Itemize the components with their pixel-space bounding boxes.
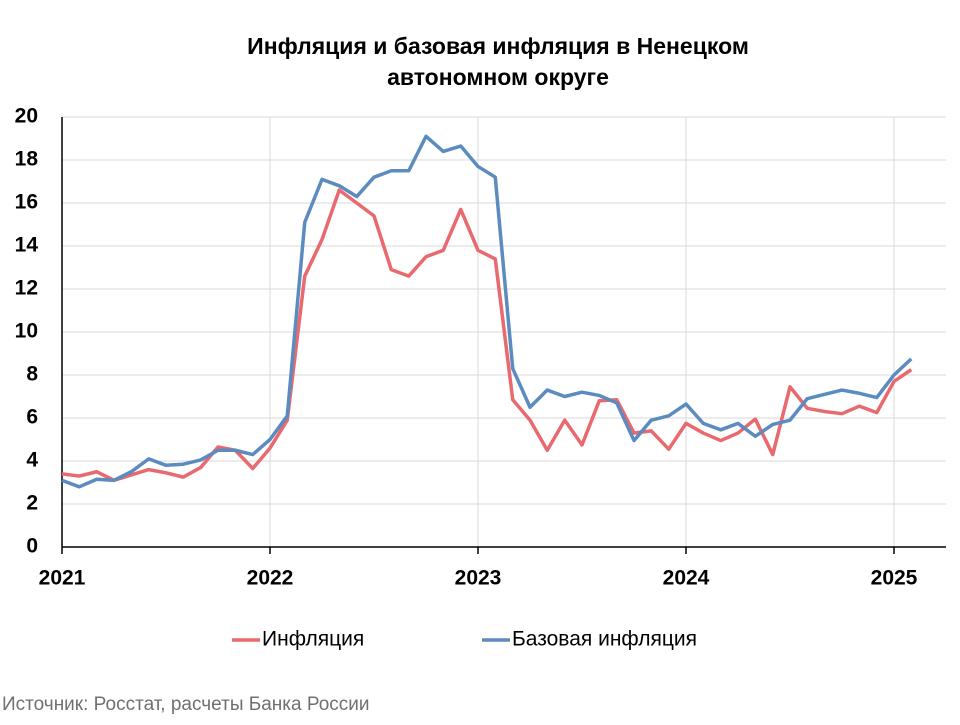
y-tick-label: 0 bbox=[26, 535, 38, 558]
legend-label: Инфляция bbox=[262, 628, 364, 651]
x-tick-label: 2024 bbox=[663, 567, 710, 590]
source-note: Источник: Росстат, расчеты Банка России bbox=[2, 694, 370, 715]
y-tick-label: 8 bbox=[26, 363, 38, 386]
x-tick-label: 2022 bbox=[247, 567, 294, 590]
x-tick-label: 2025 bbox=[871, 567, 918, 590]
legend-label: Базовая инфляция bbox=[512, 628, 697, 651]
y-tick-label: 14 bbox=[15, 234, 39, 257]
y-tick-label: 6 bbox=[26, 406, 38, 429]
x-tick-label: 2021 bbox=[39, 567, 86, 590]
y-tick-label: 12 bbox=[15, 277, 38, 300]
chart-title: Инфляция и базовая инфляция в Ненецком ав… bbox=[247, 33, 749, 90]
y-tick-label: 18 bbox=[15, 148, 39, 171]
data-line bbox=[61, 134, 913, 489]
y-tick-label: 20 bbox=[15, 105, 38, 128]
y-tick-label: 4 bbox=[26, 449, 38, 472]
y-tick-label: 16 bbox=[15, 191, 38, 214]
y-tick-label: 2 bbox=[26, 492, 38, 515]
data-line bbox=[61, 188, 913, 483]
x-tick-label: 2023 bbox=[455, 567, 502, 590]
y-tick-label: 10 bbox=[15, 320, 38, 343]
